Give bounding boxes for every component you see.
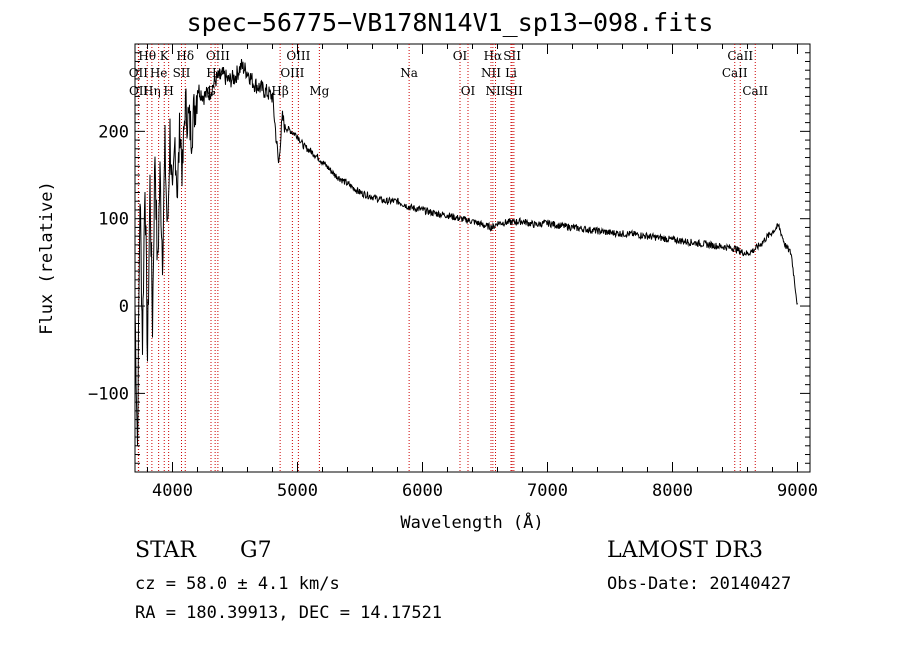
y-tick-label: 100 — [98, 210, 129, 230]
line-marker-label: He — [150, 66, 168, 80]
redshift-readout: cz = 58.0 ± 4.1 km/s — [135, 574, 340, 594]
line-marker-label: OI — [461, 84, 476, 98]
coordinates-readout: RA = 180.39913, DEC = 14.17521 — [135, 603, 443, 623]
line-marker-label: NII — [486, 84, 506, 98]
observation-date: Obs-Date: 20140427 — [607, 574, 792, 594]
line-marker-label: Hα — [484, 49, 503, 63]
line-marker-label: OII — [129, 66, 149, 80]
line-marker-label: CaII — [727, 49, 753, 63]
line-marker-label: SII — [505, 84, 523, 98]
line-marker-label: OIII — [286, 49, 310, 63]
spectrum-line — [134, 58, 798, 446]
x-tick-label: 6000 — [402, 481, 443, 501]
line-marker-label: SII — [173, 66, 191, 80]
y-axis-label: Flux (relative) — [37, 181, 57, 335]
x-tick-label: 7000 — [527, 481, 568, 501]
line-marker-label: OIII — [206, 49, 230, 63]
line-marker-label: CaII — [722, 66, 748, 80]
axes: 4000 5000 6000 7000 8000 9000 −100 0 100 200 — [88, 43, 818, 501]
plot-frame — [134, 43, 811, 473]
line-marker-label: NII — [481, 66, 501, 80]
line-marker-label: G — [206, 84, 216, 98]
line-marker-label: Mg — [309, 84, 329, 98]
line-marker-label: Hθ — [138, 49, 156, 63]
x-tick-label: 5000 — [277, 481, 318, 501]
y-tick-label: −100 — [88, 384, 129, 404]
line-marker-label: OI — [453, 49, 468, 63]
object-class: STAR — [135, 538, 196, 563]
x-tick-label: 9000 — [777, 481, 818, 501]
line-marker-label: CaII — [742, 84, 768, 98]
chart-title: spec−56775−VB178N14V1_sp13−098.fits — [186, 8, 714, 37]
line-marker-label: Hδ — [176, 49, 194, 63]
line-marker-label: OIII — [280, 66, 304, 80]
y-tick-label: 0 — [119, 297, 129, 317]
line-marker-label: OII — [129, 84, 149, 98]
x-tick-label: 4000 — [152, 481, 193, 501]
x-axis-label: Wavelength (Å) — [400, 511, 543, 533]
survey-name: LAMOST DR3 — [607, 538, 763, 563]
line-marker-label: H — [163, 84, 173, 98]
x-tick-label: 8000 — [652, 481, 693, 501]
line-marker-label: K — [160, 49, 170, 63]
line-marker-label: Li — [505, 66, 517, 80]
y-tick-label: 200 — [98, 122, 129, 142]
subclass: G7 — [240, 538, 272, 563]
line-marker-label: Hβ — [271, 84, 288, 98]
line-marker-label: SII — [503, 49, 521, 63]
line-marker-label: Na — [400, 66, 418, 80]
line-marker-label: Hη — [143, 84, 161, 98]
